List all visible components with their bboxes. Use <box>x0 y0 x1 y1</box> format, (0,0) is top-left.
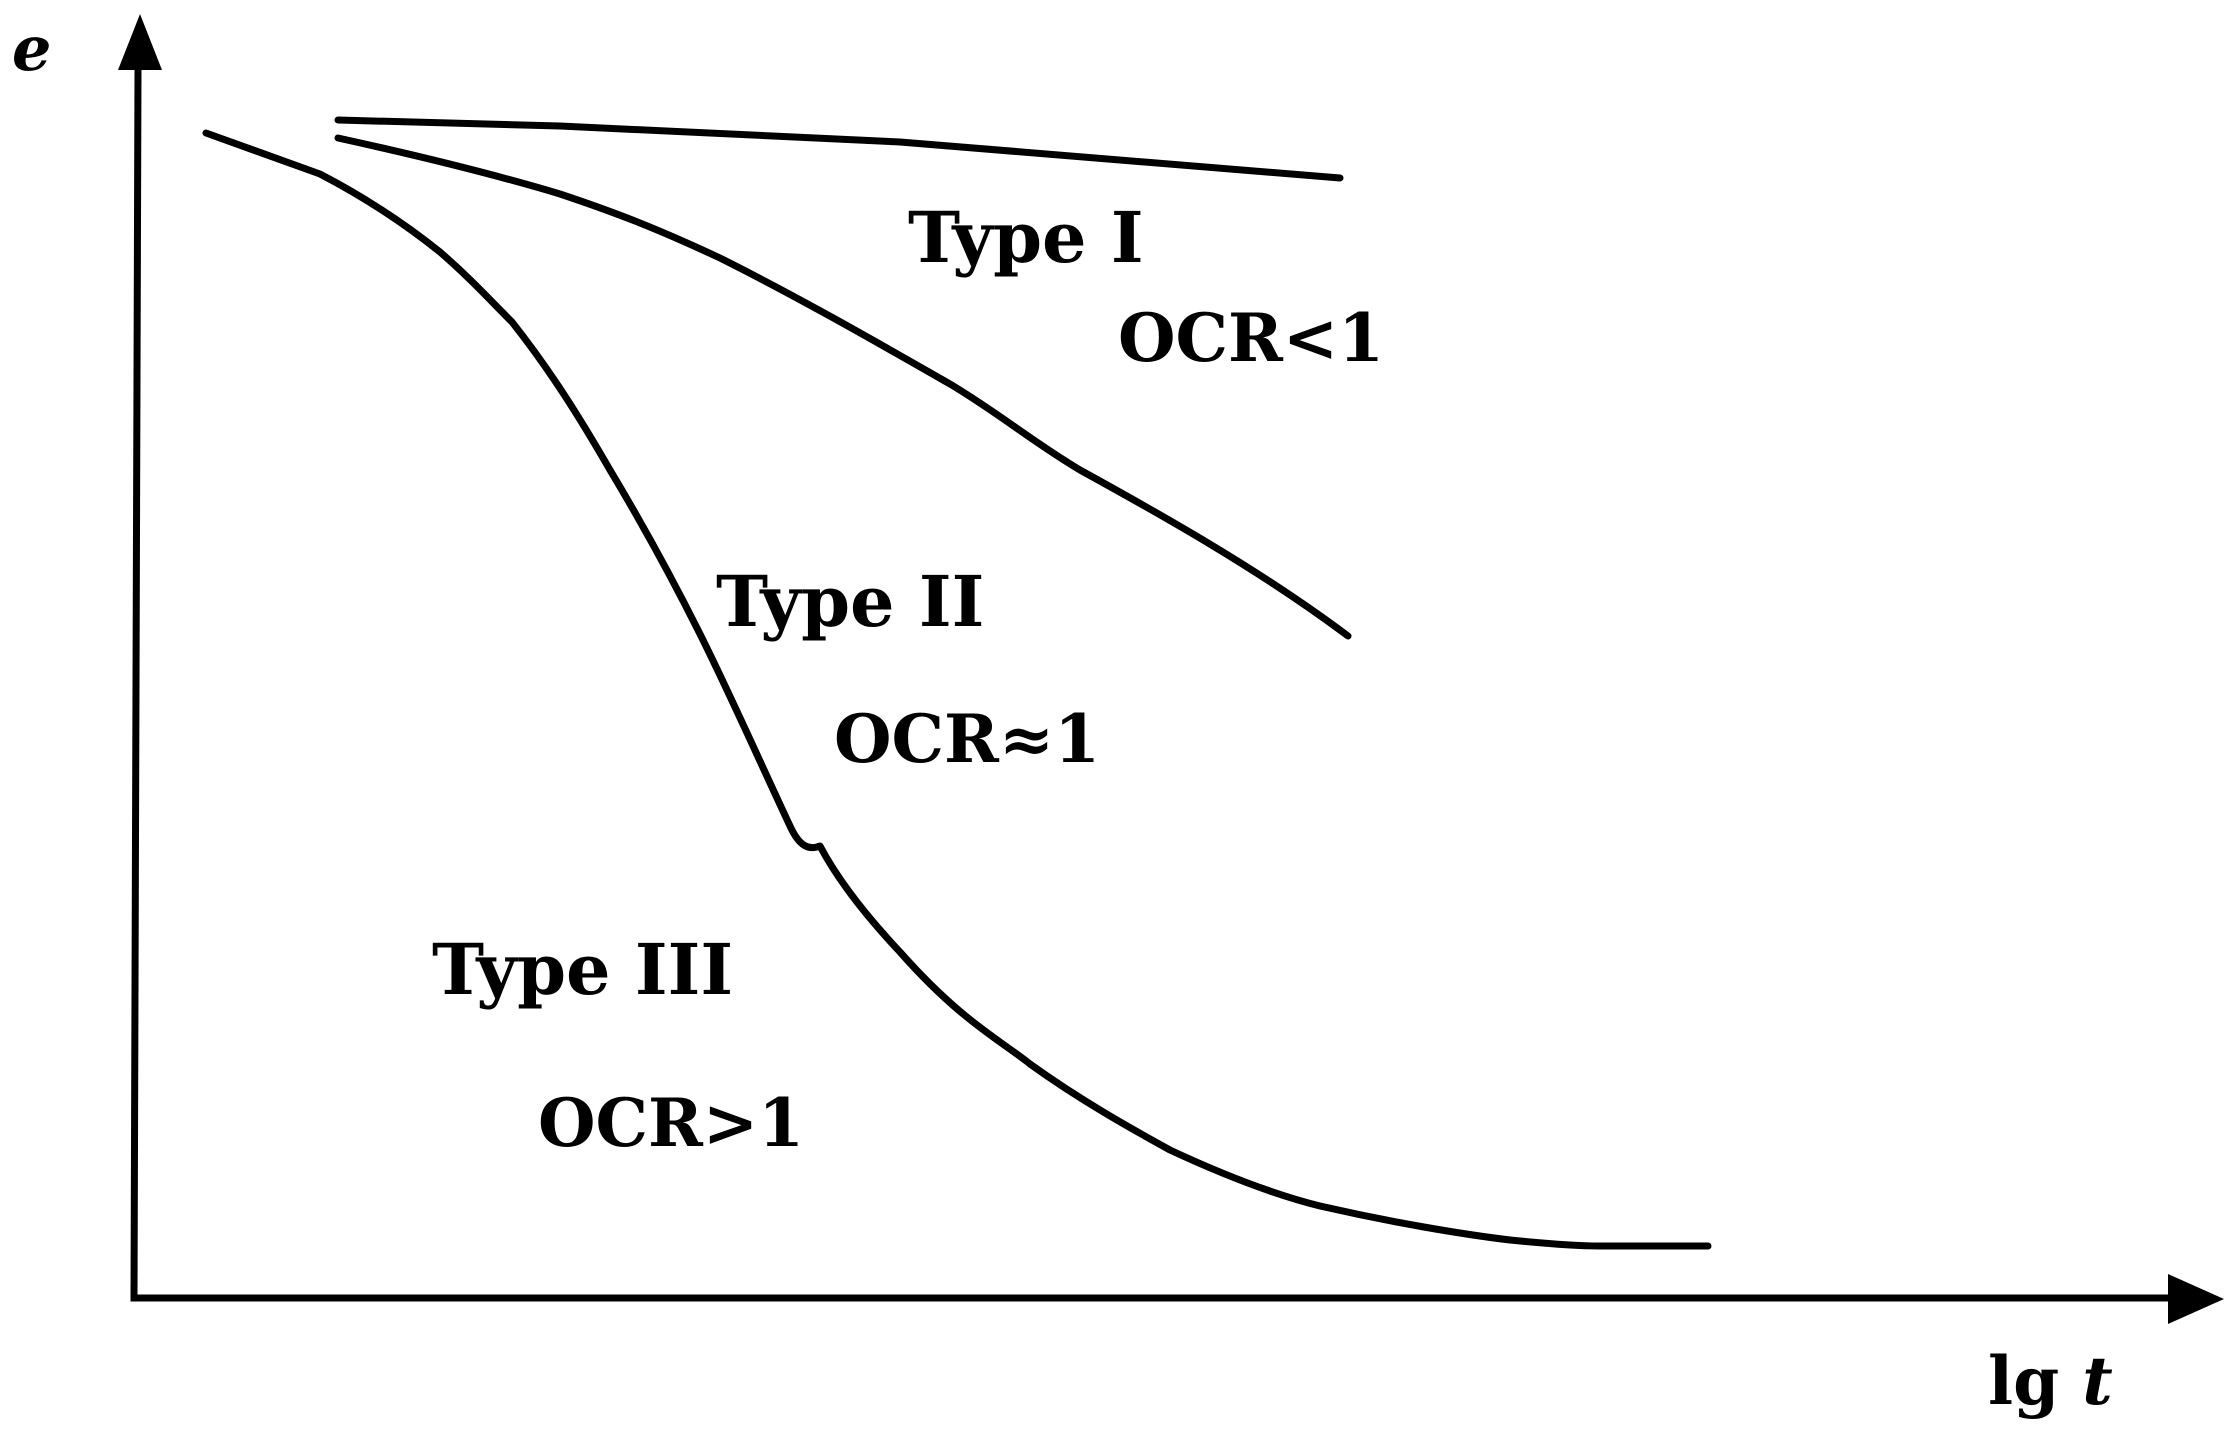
type-i-label: Type I <box>908 196 1144 279</box>
type-ii-label: Type II <box>716 560 984 643</box>
ocr-approx-one-label: OCR≈1 <box>834 700 1100 778</box>
x-axis-arrowhead <box>2168 1274 2224 1324</box>
curve-type-i <box>334 116 1344 182</box>
x-axis-label-prefix: lg <box>1988 1342 2082 1420</box>
y-axis-arrowhead <box>118 14 162 70</box>
curve-type-ii <box>334 134 1352 640</box>
ocr-greater-than-one-label: OCR>1 <box>538 1084 804 1162</box>
curve-type-iii <box>202 129 1712 1250</box>
ocr-less-than-one-label: OCR<1 <box>1118 299 1384 377</box>
x-axis-label: lg t <box>1988 1342 2113 1420</box>
type-iii-label: Type III <box>432 928 733 1011</box>
y-axis-label: e <box>12 12 51 85</box>
x-axis-label-variable: t <box>2082 1342 2113 1420</box>
y-axis <box>130 66 142 1302</box>
